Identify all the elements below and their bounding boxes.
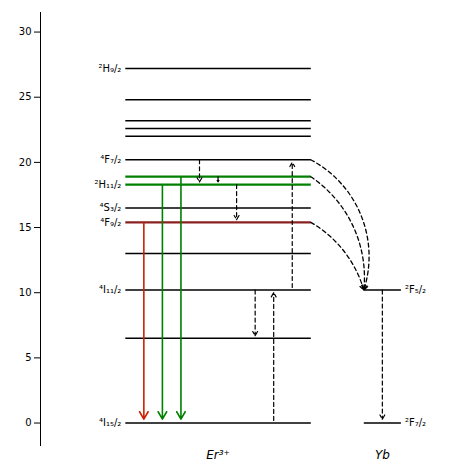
svg-text:20: 20: [19, 157, 32, 168]
svg-text:Yb: Yb: [375, 448, 390, 462]
svg-text:Er³⁺: Er³⁺: [206, 448, 230, 462]
svg-text:25: 25: [19, 91, 32, 102]
svg-text:5: 5: [25, 352, 31, 363]
svg-text:⁴I₁₅/₂: ⁴I₁₅/₂: [99, 417, 121, 428]
svg-text:²H₉/₂: ²H₉/₂: [98, 63, 121, 74]
svg-text:⁴F₉/₂: ⁴F₉/₂: [100, 217, 121, 228]
svg-text:10: 10: [19, 287, 32, 298]
svg-text:15: 15: [19, 222, 32, 233]
svg-text:⁴S₃/₂: ⁴S₃/₂: [100, 202, 122, 213]
svg-text:²H₁₁/₂: ²H₁₁/₂: [94, 179, 121, 190]
svg-text:⁴F₇/₂: ⁴F₇/₂: [100, 154, 121, 165]
svg-text:²F₇/₂: ²F₇/₂: [405, 417, 426, 428]
svg-text:²F₅/₂: ²F₅/₂: [405, 284, 426, 295]
svg-text:0: 0: [25, 417, 31, 428]
svg-text:30: 30: [19, 26, 32, 37]
svg-text:⁴I₁₁/₂: ⁴I₁₁/₂: [99, 284, 121, 295]
